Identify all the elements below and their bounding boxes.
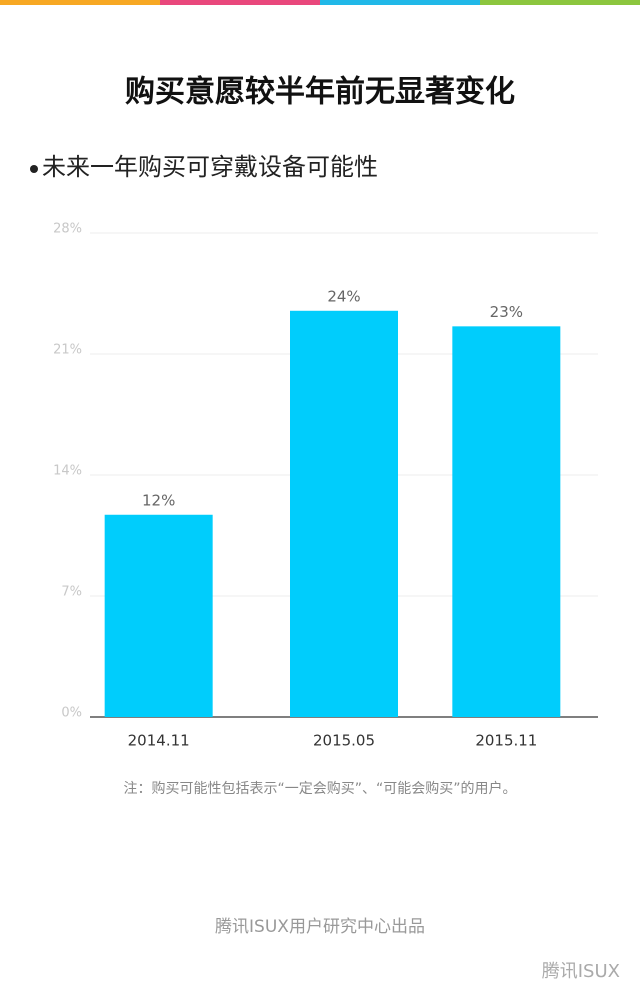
y-tick-label: 28% bbox=[53, 222, 82, 237]
y-tick-label: 21% bbox=[53, 343, 82, 358]
stripe bbox=[160, 0, 320, 5]
value-label: 12% bbox=[142, 491, 175, 509]
value-label: 23% bbox=[490, 303, 523, 321]
y-tick-label: 14% bbox=[53, 464, 82, 479]
watermark: 腾讯ISUX bbox=[542, 961, 620, 982]
footer: 腾讯ISUX用户研究中心出品 bbox=[215, 917, 425, 937]
value-label: 24% bbox=[327, 287, 360, 305]
stripe bbox=[480, 0, 640, 5]
x-tick-label: 2015.11 bbox=[475, 732, 537, 750]
x-tick-label: 2014.11 bbox=[128, 732, 190, 750]
subtitle: 未来一年购买可穿戴设备可能性 bbox=[42, 153, 378, 181]
x-tick-label: 2015.05 bbox=[313, 732, 375, 750]
title: 购买意愿较半年前无显著变化 bbox=[125, 75, 515, 110]
y-tick-label: 7% bbox=[61, 585, 82, 600]
bar bbox=[104, 514, 213, 717]
bullet bbox=[30, 165, 38, 173]
bar bbox=[452, 326, 561, 717]
y-tick-label: 0% bbox=[61, 706, 82, 721]
bar bbox=[290, 310, 398, 717]
stripe bbox=[0, 0, 160, 5]
note: 注：购买可能性包括表示“一定会购买”、“可能会购买”的用户。 bbox=[123, 780, 516, 797]
stripe bbox=[320, 0, 480, 5]
